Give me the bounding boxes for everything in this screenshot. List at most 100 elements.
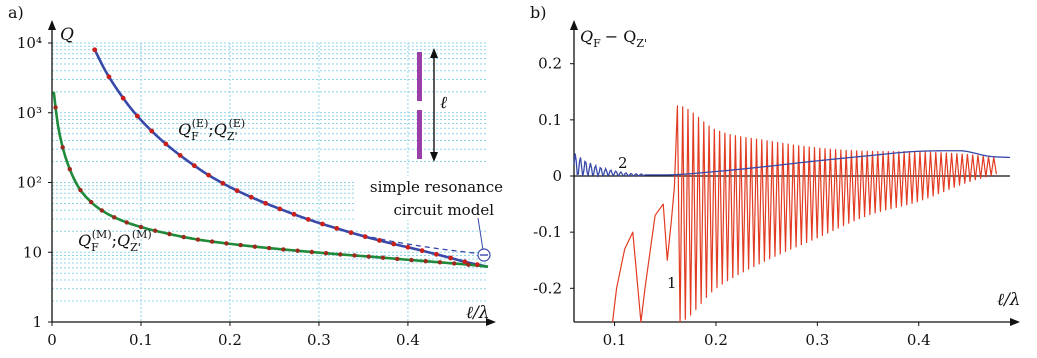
- marker-e: [177, 152, 183, 158]
- x-tick-label: 0.3: [307, 331, 331, 349]
- marker-e: [305, 216, 311, 222]
- marker-m: [423, 259, 428, 264]
- curve-label-2: 2: [618, 154, 628, 172]
- marker-m: [252, 244, 258, 249]
- marker-m: [295, 248, 300, 253]
- series-e-line: [93, 49, 489, 269]
- marker-m: [78, 187, 83, 193]
- b-y-tick-label: -0.1: [533, 223, 562, 241]
- curve-label-1: 1: [667, 274, 677, 292]
- panel-b-curves: [573, 105, 1011, 323]
- marker-m: [309, 249, 315, 255]
- b-x-tick-label: 0.1: [603, 331, 627, 349]
- marker-e: [448, 255, 454, 261]
- b-y-tick-label: 0.2: [538, 55, 562, 73]
- marker-e: [405, 244, 411, 250]
- marker-m: [88, 199, 94, 205]
- x-axis-arrow: [486, 318, 496, 326]
- marker-m: [437, 260, 443, 265]
- marker-m: [224, 241, 229, 246]
- dipole-length-label: ℓ: [440, 93, 447, 113]
- marker-m: [451, 261, 457, 266]
- marker-m: [181, 234, 186, 240]
- marker-m: [238, 242, 243, 248]
- marker-e: [320, 221, 325, 227]
- marker-e: [291, 211, 297, 217]
- panel-a-markers: [53, 47, 480, 267]
- marker-m: [99, 208, 105, 213]
- marker-e: [135, 113, 140, 119]
- series-1-line: [611, 105, 998, 323]
- series-e-label: QF(E);QZ'(E): [178, 117, 245, 143]
- marker-m: [60, 145, 65, 150]
- marker-e: [263, 200, 268, 206]
- marker-m: [266, 245, 272, 251]
- b-y-axis-arrow: [570, 20, 578, 30]
- b-y-tick-label: -0.2: [533, 279, 562, 297]
- x-tick-label: 0: [47, 331, 57, 349]
- marker-e: [234, 188, 240, 194]
- marker-m: [338, 252, 343, 257]
- marker-e: [362, 234, 368, 240]
- panel-a-ylabel: Q: [60, 25, 74, 45]
- marker-m: [466, 262, 471, 267]
- b-y-tick-label: 0.1: [538, 111, 562, 129]
- marker-e: [163, 141, 169, 147]
- x-tick-label: 0.2: [218, 331, 242, 349]
- y-axis-arrow: [48, 20, 56, 30]
- marker-e: [433, 251, 439, 257]
- marker-e: [377, 238, 382, 243]
- marker-m: [67, 167, 72, 172]
- marker-m: [53, 105, 58, 110]
- marker-e: [391, 241, 397, 247]
- annotation-leader: [477, 217, 484, 251]
- panel-b: b) 0.1 0.2 0.3 0.4 0.2 0.1 0 -0.1 -0.2 QF − QZ' ℓ…: [530, 3, 1021, 349]
- panel-a-grid: [52, 42, 488, 322]
- marker-e: [92, 47, 98, 53]
- marker-m: [195, 237, 201, 242]
- panel-b-xlabel: ℓ/λ: [997, 290, 1021, 310]
- y-tick-label: 1: [32, 313, 42, 331]
- panel-b-label: b): [530, 3, 546, 22]
- panel-a: a) 0 0.1 0.2 0.3 0.4 1 10 10² 10³ 10⁴ Q ℓ/λ QF(E)…: [8, 3, 503, 349]
- series-m-label: QF(M);QZ'(M): [78, 228, 152, 254]
- b-x-tick-label: 0.3: [805, 331, 829, 349]
- marker-e: [106, 74, 112, 80]
- marker-m: [167, 231, 172, 237]
- x-tick-label: 0.4: [396, 331, 420, 349]
- dipole-icon: [417, 48, 438, 162]
- marker-m: [138, 224, 144, 230]
- marker-m: [395, 256, 400, 262]
- x-tick-label: 0.1: [129, 331, 153, 349]
- b-x-tick-label: 0.4: [907, 331, 931, 349]
- y-tick-label: 10²: [17, 174, 42, 192]
- series-2-line: [573, 150, 1011, 179]
- y-tick-label: 10³: [17, 104, 42, 122]
- series-model-line: [336, 227, 484, 255]
- annotation-bg: [355, 176, 503, 220]
- marker-m: [281, 247, 286, 252]
- marker-e: [474, 262, 480, 267]
- marker-e: [334, 225, 340, 231]
- marker-e: [248, 194, 254, 200]
- panel-b-axes: 0.1 0.2 0.3 0.4 0.2 0.1 0 -0.1 -0.2: [533, 20, 1020, 349]
- marker-m: [323, 251, 329, 256]
- panel-a-axes: 0 0.1 0.2 0.3 0.4 1 10 10² 10³ 10⁴: [17, 20, 496, 349]
- marker-m: [409, 257, 414, 263]
- panel-a-xlabel: ℓ/λ: [466, 303, 490, 323]
- marker-m: [209, 239, 215, 244]
- annotation-model-line1: simple resonance: [370, 178, 503, 196]
- marker-e: [419, 248, 425, 254]
- marker-e: [348, 230, 354, 236]
- marker-e: [120, 95, 126, 101]
- annotation-model-line2: circuit model: [393, 201, 494, 219]
- marker-e: [462, 259, 468, 265]
- marker-e: [277, 206, 283, 212]
- y-tick-label: 10⁴: [17, 34, 42, 52]
- panel-a-label: a): [8, 3, 24, 22]
- marker-m: [124, 220, 129, 225]
- marker-e: [149, 128, 155, 134]
- marker-e: [220, 180, 226, 186]
- marker-e: [191, 163, 197, 169]
